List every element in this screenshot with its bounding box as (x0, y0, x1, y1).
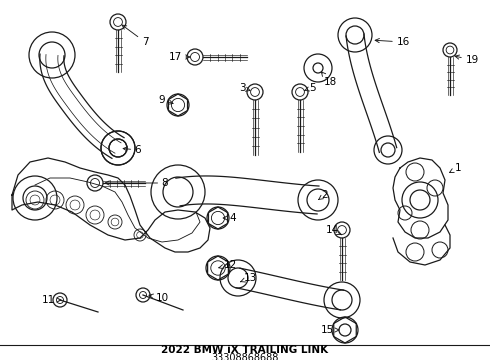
Text: 2: 2 (318, 190, 328, 200)
Text: 10: 10 (149, 293, 169, 303)
Text: 14: 14 (325, 225, 342, 235)
Text: 9: 9 (159, 95, 173, 105)
Text: 11: 11 (41, 295, 61, 305)
Text: 4: 4 (223, 213, 236, 223)
Text: 8: 8 (105, 178, 168, 188)
Text: 33308868688: 33308868688 (211, 353, 279, 360)
Text: 17: 17 (169, 52, 190, 62)
Text: 7: 7 (122, 25, 148, 47)
Text: 12: 12 (219, 260, 237, 270)
Text: 13: 13 (241, 273, 257, 283)
Text: 3: 3 (239, 83, 250, 93)
Text: 6: 6 (123, 145, 141, 155)
Text: 15: 15 (320, 325, 339, 335)
Text: 5: 5 (304, 83, 315, 93)
Text: 2022 BMW iX TRAILING LINK: 2022 BMW iX TRAILING LINK (161, 345, 329, 355)
Text: 1: 1 (449, 163, 461, 173)
Text: 18: 18 (321, 72, 337, 87)
Text: 19: 19 (455, 55, 479, 65)
Text: 16: 16 (375, 37, 410, 47)
